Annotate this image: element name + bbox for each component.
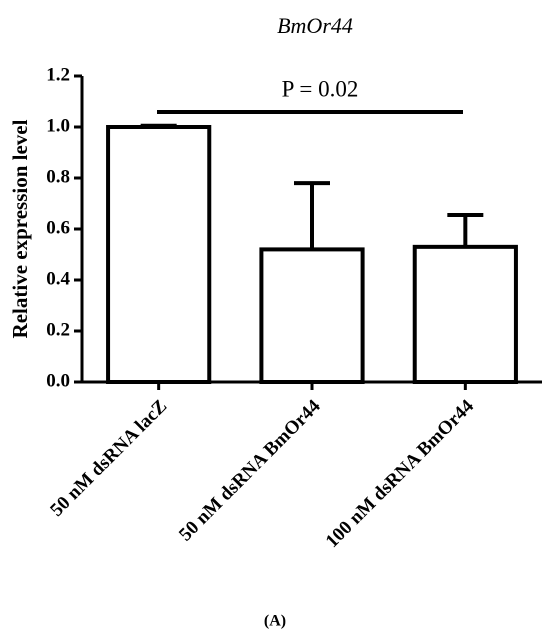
error-bar [447, 212, 484, 247]
y-tick-label: 0.0 [46, 370, 70, 391]
x-tick-label: 50 nM dsRNA BmOr44 [175, 395, 325, 545]
y-tick-label: 1.0 [46, 115, 70, 136]
bar [106, 125, 212, 384]
y-tick-label: 0.4 [46, 268, 70, 289]
x-tick-label: 100 nM dsRNA BmOr44 [322, 395, 479, 552]
y-axis-label: Relative expression level [8, 119, 32, 338]
bar [412, 244, 518, 384]
y-tick-label: 1.2 [46, 64, 70, 85]
y-tick-label: 0.8 [46, 166, 70, 187]
chart-title: BmOr44 [277, 13, 353, 38]
x-tick-label: 50 nM dsRNA lacZ [46, 396, 171, 521]
error-bar [294, 181, 330, 250]
bar [259, 247, 365, 384]
y-tick-label: 0.2 [46, 319, 70, 340]
annotation: P = 0.02 [282, 76, 359, 101]
y-tick-label: 0.6 [46, 217, 70, 238]
panel-label: (A) [264, 613, 286, 630]
